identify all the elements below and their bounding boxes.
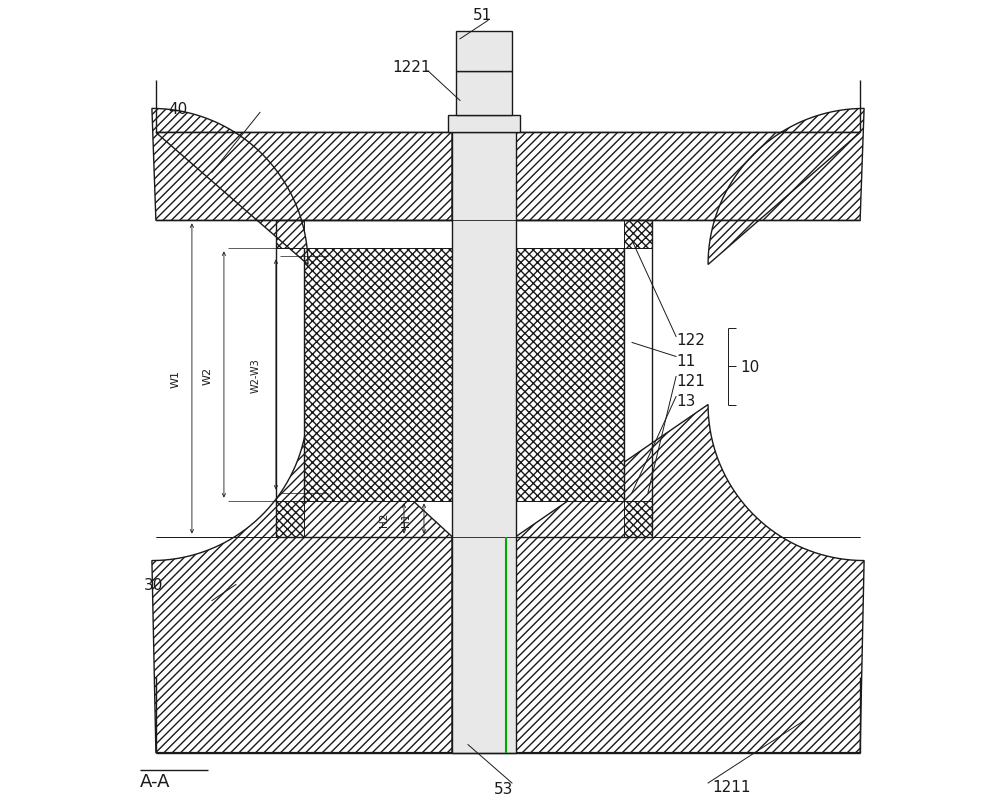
- Text: W2-W3: W2-W3: [251, 358, 261, 392]
- Text: 121: 121: [676, 374, 705, 388]
- Text: 11: 11: [676, 354, 695, 369]
- Polygon shape: [624, 221, 652, 249]
- Text: 10: 10: [740, 359, 759, 375]
- Text: W1: W1: [171, 370, 181, 388]
- Text: 1211: 1211: [712, 779, 751, 794]
- Polygon shape: [516, 405, 864, 752]
- Polygon shape: [448, 115, 520, 133]
- Polygon shape: [152, 405, 452, 752]
- Text: 30: 30: [144, 577, 163, 593]
- Text: H1: H1: [401, 512, 411, 526]
- Polygon shape: [624, 501, 652, 537]
- Text: 53: 53: [494, 781, 514, 796]
- Polygon shape: [516, 249, 624, 501]
- Polygon shape: [276, 501, 304, 537]
- Text: 51: 51: [473, 8, 492, 23]
- Polygon shape: [516, 109, 864, 265]
- Polygon shape: [456, 32, 512, 71]
- Text: 122: 122: [676, 333, 705, 348]
- Polygon shape: [152, 109, 452, 265]
- Text: 13: 13: [676, 394, 695, 408]
- Text: 40: 40: [168, 102, 187, 117]
- Polygon shape: [304, 249, 452, 501]
- Text: A-A: A-A: [140, 772, 170, 790]
- Polygon shape: [452, 133, 516, 752]
- Polygon shape: [456, 71, 512, 115]
- Text: W2: W2: [203, 366, 213, 384]
- Text: H2: H2: [379, 512, 389, 526]
- Text: 1221: 1221: [392, 59, 430, 75]
- Polygon shape: [276, 221, 304, 249]
